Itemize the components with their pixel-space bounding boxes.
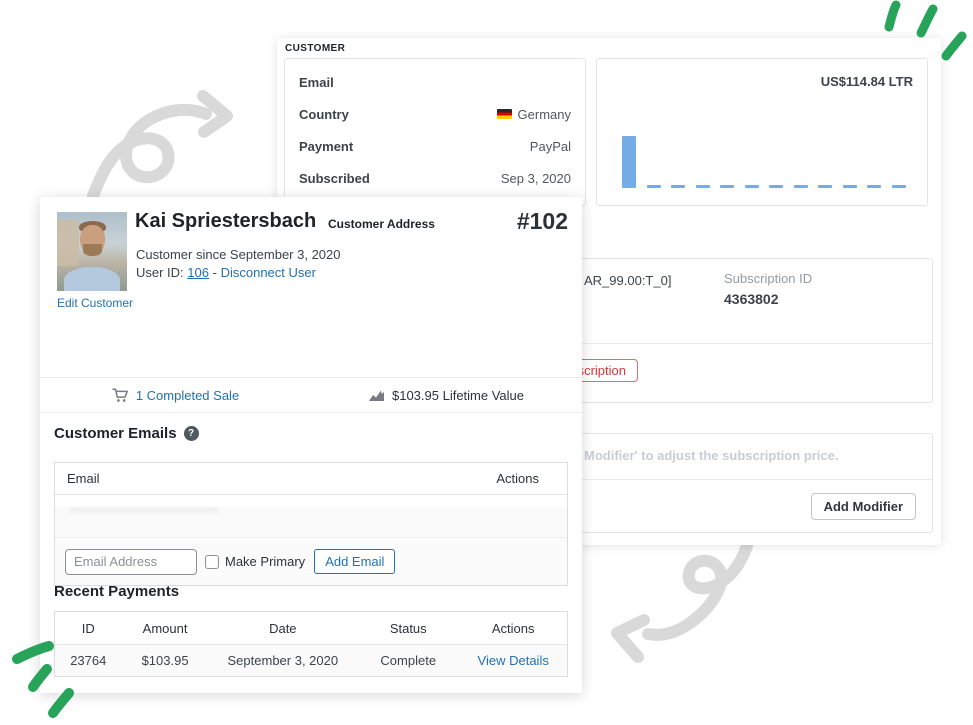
- curly-arrow-upright-head-icon: [197, 90, 233, 138]
- customer-section-label: CUSTOMER: [285, 43, 346, 54]
- ltv-chart-bar: [695, 185, 710, 188]
- customer-name: Kai Spriestersbach: [135, 210, 317, 232]
- lifetime-value-text: $103.95 Lifetime Value: [391, 387, 525, 403]
- email-row: [55, 507, 567, 538]
- avatar-shirt: [64, 267, 120, 291]
- cart-icon: [112, 388, 129, 403]
- make-primary-checkbox[interactable]: [205, 554, 219, 569]
- green-dash-icon: [916, 4, 938, 38]
- emails-col-actions: Actions: [496, 471, 539, 486]
- detail-label: Email: [299, 74, 334, 90]
- customer-number: #102: [516, 208, 568, 234]
- edit-customer-link[interactable]: Edit Customer: [57, 296, 134, 310]
- curly-arrow-left-head-icon: [611, 614, 650, 663]
- user-id-link[interactable]: 106: [187, 265, 209, 280]
- detail-value: Germany: [496, 106, 571, 122]
- detail-row-country: Country Germany: [299, 98, 571, 130]
- add-email-button[interactable]: Add Email: [314, 549, 396, 574]
- curly-arrow-left-icon: [642, 540, 753, 641]
- ltv-chart-bar: [646, 185, 661, 188]
- payments-col-status: Status: [389, 620, 427, 636]
- customer-since-text: Customer since September 3, 2020: [136, 247, 341, 262]
- ltv-chart-bar: [744, 185, 759, 188]
- recent-payments-heading: Recent Payments: [54, 583, 180, 600]
- ltv-chart-bar: [622, 136, 636, 188]
- completed-sales-stat: 1 Completed Sale: [40, 388, 311, 403]
- ltv-chart-bar: [842, 185, 857, 188]
- payment-row: 23764 $103.95 September 3, 2020 Complete…: [55, 645, 567, 676]
- email-address-input[interactable]: [65, 548, 197, 575]
- payments-col-date: Date: [269, 620, 297, 636]
- disconnect-user-link[interactable]: Disconnect User: [220, 265, 316, 280]
- user-id-separator: -: [212, 265, 217, 280]
- ltv-chart-bar: [891, 185, 906, 188]
- germany-flag-icon: [496, 109, 512, 119]
- customer-user-id-row: User ID: 106 - Disconnect User: [136, 265, 316, 280]
- detail-label: Country: [299, 106, 349, 122]
- recent-payments-table: ID Amount Date Status Actions 23764 $103…: [54, 611, 568, 677]
- modifier-hint-text: Modifier' to adjust the subscription pri…: [584, 448, 839, 463]
- subscription-id-value: 4363802: [724, 291, 779, 307]
- user-id-label: User ID:: [136, 265, 184, 280]
- curly-arrow-upright-icon: [87, 103, 212, 202]
- detail-value: Sep 3, 2020: [500, 170, 571, 186]
- chart-icon: [368, 389, 385, 402]
- lifetime-value-stat: $103.95 Lifetime Value: [311, 388, 582, 403]
- green-dash-icon: [941, 31, 967, 61]
- subscription-info-section: AR_99.00:T_0] Subscription ID 4363802: [285, 259, 932, 344]
- detail-label: Payment: [299, 138, 354, 154]
- payment-date: September 3, 2020: [227, 653, 339, 668]
- ltv-chart: [622, 136, 906, 188]
- ltv-chart-bar: [818, 185, 833, 188]
- completed-sales-link[interactable]: 1 Completed Sale: [135, 387, 240, 403]
- ltv-amount-label: US$114.84 LTR: [820, 74, 913, 89]
- customer-emails-heading: Customer Emails ?: [54, 425, 199, 442]
- ltv-chart-bar: [793, 185, 808, 188]
- detail-row-payment: Payment PayPal: [299, 130, 571, 162]
- detail-row-email: Email: [299, 66, 571, 98]
- ltv-chart-bar: [671, 185, 686, 188]
- detail-value: PayPal: [529, 138, 571, 154]
- green-dash-icon: [884, 0, 901, 32]
- customer-stats-bar: 1 Completed Sale $103.95 Lifetime Value: [40, 377, 582, 413]
- emails-table-header: Email Actions: [55, 463, 567, 495]
- green-dash-icon: [48, 688, 74, 718]
- payment-status: Complete: [380, 653, 437, 668]
- detail-row-subscribed: Subscribed Sep 3, 2020: [299, 162, 571, 194]
- customer-address-label: Customer Address: [328, 217, 435, 231]
- customer-emails-title: Customer Emails: [54, 425, 177, 442]
- lifetime-value-chart-card: US$114.84 LTR: [596, 58, 928, 206]
- detail-label: Subscribed: [299, 170, 370, 186]
- redacted-email-value: [69, 507, 219, 513]
- payment-id: 23764: [70, 653, 107, 668]
- customer-summary-card: Email Country Germany Payment PayPal Sub…: [284, 58, 586, 206]
- payments-col-amount: Amount: [142, 620, 188, 636]
- payments-col-id: ID: [81, 620, 95, 636]
- avatar-background: [57, 220, 79, 266]
- add-email-form-row: Make Primary Add Email: [55, 538, 567, 585]
- avatar-beard: [83, 244, 102, 256]
- subscription-id-block: Subscription ID 4363802: [724, 271, 812, 307]
- country-value: Germany: [517, 106, 571, 122]
- payment-amount: $103.95: [141, 653, 189, 668]
- ltv-chart-bar: [720, 185, 735, 188]
- add-modifier-button[interactable]: Add Modifier: [810, 493, 916, 520]
- modifier-divider: [285, 479, 932, 480]
- ltv-chart-bar: [867, 185, 882, 188]
- view-details-link[interactable]: View Details: [477, 653, 549, 668]
- make-primary-label: Make Primary: [225, 554, 306, 569]
- customer-avatar: [57, 212, 127, 291]
- customer-detail-panel: Edit Customer Kai Spriestersbach Custome…: [40, 197, 582, 693]
- subscription-id-label: Subscription ID: [724, 271, 813, 286]
- payments-col-actions: Actions: [491, 620, 535, 636]
- customer-emails-table: Email Actions Make Primary Add Email: [54, 462, 568, 586]
- help-icon[interactable]: ?: [183, 426, 199, 441]
- emails-col-email: Email: [67, 471, 100, 486]
- subscription-plan-text: AR_99.00:T_0]: [584, 273, 672, 288]
- payments-table-header: ID Amount Date Status Actions: [55, 612, 567, 645]
- ltv-chart-bar: [769, 185, 784, 188]
